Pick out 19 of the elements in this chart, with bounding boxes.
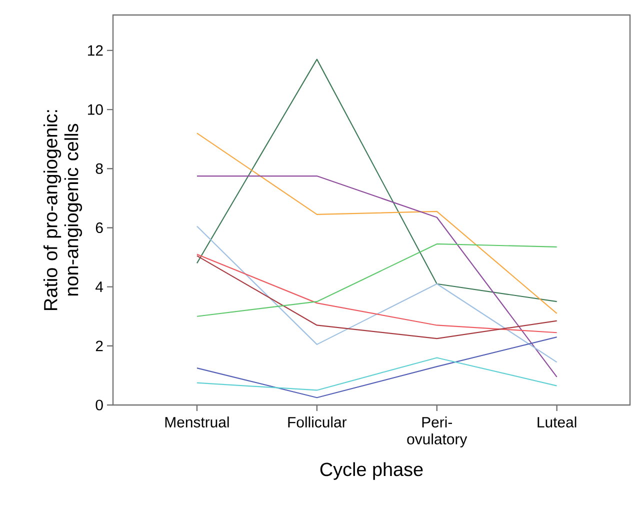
y-axis-title: Ratio of pro-angiogenic: non-angiogenic cells	[43, 110, 82, 310]
y-tick-label: 6	[96, 222, 103, 234]
line-series	[196, 226, 558, 363]
y-tick-label: 8	[96, 163, 103, 174]
line-series	[196, 58, 558, 302]
y-tick-label: 12	[88, 45, 103, 56]
x-tick-label: Luteal	[538, 416, 576, 428]
y-tick-label: 10	[88, 104, 103, 115]
x-axis-title: Cycle phase	[320, 462, 423, 480]
x-tick-label: Follicular	[288, 416, 347, 428]
y-tick-label: 2	[96, 340, 103, 352]
line-series	[196, 336, 558, 398]
line-series	[196, 132, 558, 314]
line-series	[196, 357, 558, 391]
x-tick-label: Peri-ovulatory	[407, 416, 468, 448]
y-tick-label: 4	[96, 282, 104, 292]
line-series	[196, 243, 558, 317]
x-tick-label: Menstrual	[165, 416, 229, 428]
y-tick-label: 0	[96, 400, 103, 410]
